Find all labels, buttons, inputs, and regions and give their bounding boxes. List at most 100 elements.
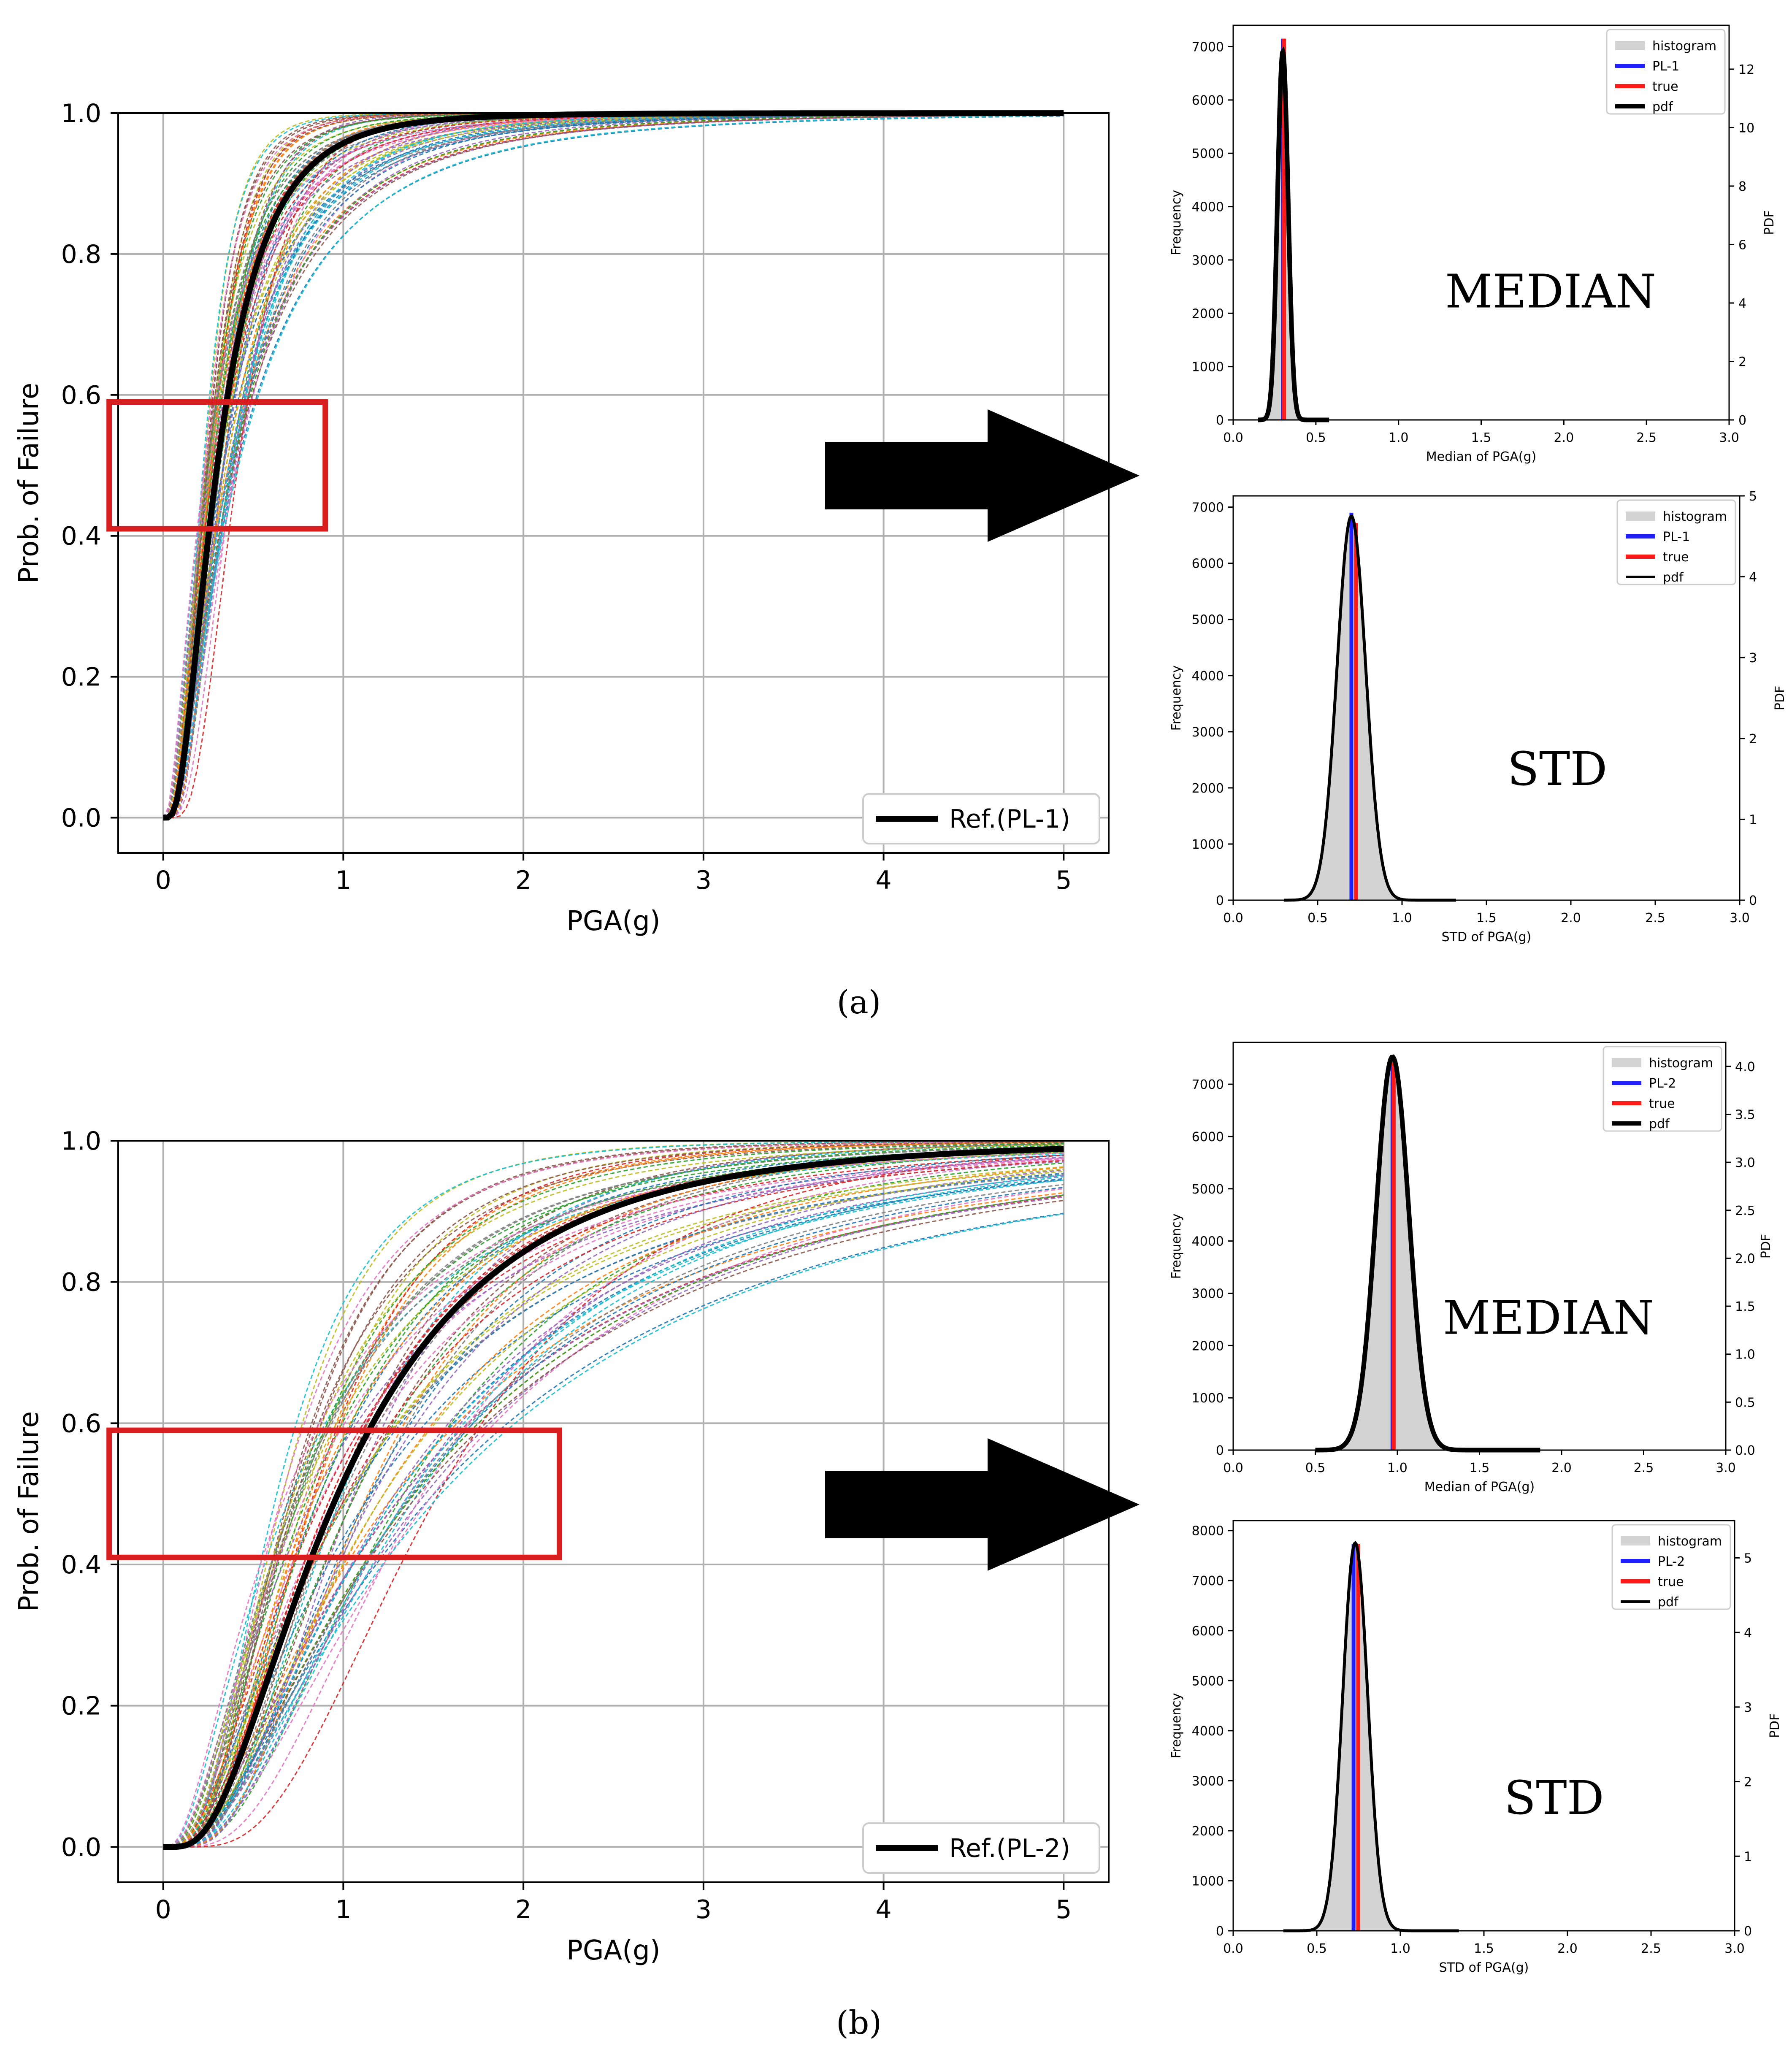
sample-curve — [163, 113, 1064, 818]
chart-annotation: MEDIAN — [1443, 1291, 1654, 1345]
fragility-chart-b-fragility: 0 1 2 3 4 5 0.0 0.2 0.4 0.6 0.8 1.0 Ref.(PL-2) PGA(g)… — [14, 1126, 1110, 1966]
legend-frame — [862, 1822, 1100, 1874]
x-axis-label: STD of PGA(g) — [1442, 930, 1532, 945]
flow-arrow — [825, 1438, 1140, 1571]
x-tick-label: 2.0 — [1554, 430, 1574, 445]
y-tick-label: 0 — [1216, 1443, 1224, 1458]
legend-label: histogram — [1663, 509, 1727, 524]
legend-label: pdf — [1649, 1117, 1670, 1131]
y-tick-label: 3000 — [1192, 725, 1224, 740]
y2-tick-label: 2 — [1744, 1775, 1752, 1790]
sample-curve — [163, 1149, 1064, 1848]
y2-tick-label: 12 — [1738, 62, 1754, 77]
y-tick-label: 3000 — [1192, 1774, 1224, 1789]
y2-tick-label: 2.0 — [1735, 1251, 1755, 1266]
y2-tick-label: 4.0 — [1735, 1060, 1755, 1074]
y2-tick-label: 3.0 — [1735, 1156, 1755, 1170]
sample-curve — [163, 1162, 1064, 1848]
y-tick-label: 0.4 — [61, 522, 101, 551]
y-axis-label: Frequency — [1169, 190, 1184, 255]
sample-curve — [163, 1158, 1064, 1848]
histogram-area — [1284, 513, 1456, 900]
x-tick-label: 3 — [696, 866, 712, 895]
y2-tick-label: 6 — [1738, 238, 1746, 252]
x-axis-label: Median of PGA(g) — [1424, 1480, 1535, 1494]
y-tick-label: 0.2 — [61, 1691, 101, 1721]
sample-curve — [163, 1141, 1064, 1848]
histogram-area — [1315, 1058, 1540, 1450]
legend: histogram PL-1 true pdf — [1616, 499, 1736, 585]
legend-label: pdf — [1658, 1595, 1679, 1610]
y2-tick-label: 1.5 — [1735, 1299, 1755, 1314]
legend-label: PL-2 — [1649, 1076, 1676, 1091]
legend-label: PL-1 — [1663, 530, 1690, 544]
x-tick-label: 0.5 — [1307, 911, 1328, 926]
legend-frame — [1603, 1046, 1722, 1132]
sample-curve — [163, 1169, 1064, 1848]
y-tick-label: 1.0 — [61, 99, 101, 128]
legend-label: pdf — [1663, 570, 1684, 585]
y-tick-label: 4000 — [1192, 1234, 1224, 1249]
y-tick-label: 0 — [1216, 893, 1224, 908]
y-tick-label: 1000 — [1192, 1874, 1224, 1889]
flow-arrow — [825, 409, 1140, 542]
y-tick-label: 7000 — [1192, 501, 1224, 515]
y2-tick-label: 0.5 — [1735, 1395, 1755, 1410]
y2-tick-label: 0 — [1744, 1924, 1752, 1939]
sample-curve — [163, 114, 1064, 818]
y-tick-label: 6000 — [1192, 557, 1224, 571]
x-tick-label: 2.5 — [1636, 430, 1657, 445]
legend-label: histogram — [1649, 1056, 1713, 1071]
x-tick-label: 1.5 — [1474, 1941, 1494, 1956]
y-tick-label: 7000 — [1192, 1574, 1224, 1589]
sample-curve — [163, 1146, 1064, 1848]
y-tick-label: 4000 — [1192, 200, 1224, 215]
sample-curve — [163, 1144, 1064, 1848]
legend-label: PL-1 — [1652, 59, 1679, 74]
sample-curve — [163, 1142, 1064, 1848]
sample-curve — [163, 113, 1064, 818]
y2-tick-label: 4 — [1749, 570, 1757, 585]
y2-tick-label: 1 — [1744, 1849, 1752, 1864]
histogram-chart-a-median: 0.0 0.5 1.0 1.5 2.0 2.5 3.0 0 1000 2000 3000 4000 50… — [1169, 24, 1777, 464]
legend-ref-label: Ref.(PL-1) — [949, 804, 1070, 834]
y2-tick-label: 0 — [1749, 893, 1757, 908]
x-axis-label: PGA(g) — [566, 1935, 660, 1966]
x-tick-label: 0.0 — [1223, 1461, 1243, 1475]
sample-curve — [163, 1199, 1064, 1848]
fragility-chart-a-fragility: 0 1 2 3 4 5 0.0 0.2 0.4 0.6 0.8 1.0 Ref.(PL-1) PGA(g)… — [14, 99, 1110, 937]
y-axis-label: Frequency — [1169, 1693, 1184, 1759]
y2-tick-label: 5 — [1749, 489, 1757, 504]
sample-curve — [163, 113, 1064, 818]
y2-tick-label: 8 — [1738, 179, 1746, 194]
y-tick-label: 1000 — [1192, 837, 1224, 852]
sample-curve — [162, 113, 1064, 818]
y2-tick-label: 1.0 — [1735, 1348, 1755, 1362]
sample-curve — [163, 1150, 1064, 1848]
legend-label: pdf — [1652, 100, 1673, 114]
chart-annotation: MEDIAN — [1445, 265, 1656, 319]
y2-tick-label: 3 — [1744, 1700, 1752, 1715]
legend-label: true — [1658, 1575, 1684, 1589]
sample-curve — [163, 1154, 1064, 1848]
x-tick-label: 0 — [155, 1895, 171, 1924]
sample-curve — [163, 1141, 1064, 1848]
y-axis-label: Prob. of Failure — [14, 383, 45, 583]
y-tick-label: 4000 — [1192, 669, 1224, 684]
y2-tick-label: 10 — [1738, 121, 1754, 135]
highlight-box — [106, 1427, 562, 1560]
sample-curve — [163, 1152, 1064, 1848]
x-tick-label: 3.0 — [1730, 911, 1750, 926]
legend-label: true — [1652, 79, 1678, 94]
y-tick-label: 0.0 — [61, 1832, 101, 1862]
sample-curve — [163, 1196, 1064, 1848]
y2-tick-label: 2 — [1749, 732, 1757, 747]
sample-curve — [163, 113, 1064, 818]
x-tick-label: 2 — [515, 866, 531, 895]
y-tick-label: 4000 — [1192, 1724, 1224, 1739]
x-tick-label: 1.0 — [1389, 430, 1409, 445]
y-axis-label: Frequency — [1169, 1214, 1184, 1279]
sample-curve — [163, 113, 1064, 818]
sample-curve — [163, 1146, 1064, 1848]
y-tick-label: 1.0 — [61, 1126, 101, 1156]
